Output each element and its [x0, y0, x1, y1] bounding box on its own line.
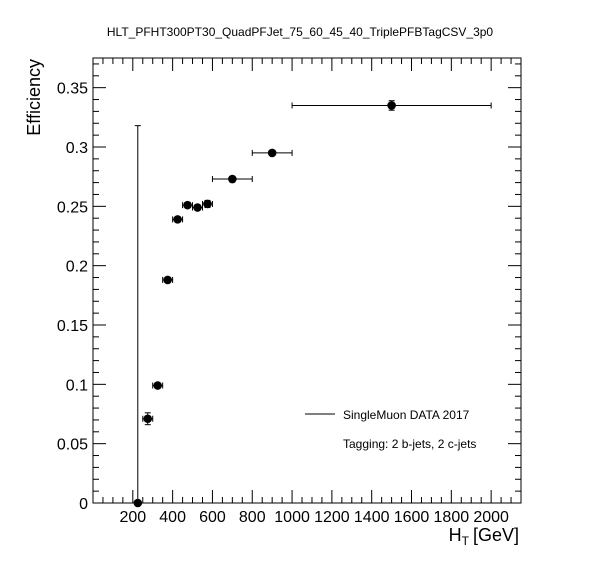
y-tick-label: 0.1: [66, 377, 88, 394]
data-marker: [143, 414, 152, 423]
y-tick-label: 0.15: [57, 318, 88, 335]
legend-entry: SingleMuon DATA 2017: [343, 408, 470, 422]
data-point: [252, 149, 292, 158]
data-marker: [153, 381, 162, 390]
y-tick-label: 0.05: [57, 437, 88, 454]
data-point: [193, 203, 203, 212]
data-marker: [183, 201, 192, 210]
x-axis-title-sub: T: [462, 534, 470, 548]
data-marker: [387, 101, 396, 110]
y-tick-label: 0.35: [57, 81, 88, 98]
data-marker: [173, 215, 182, 224]
x-axis-title-main: H: [449, 525, 462, 545]
data-marker: [268, 149, 277, 158]
x-tick-label: 400: [159, 509, 186, 526]
data-point: [173, 215, 183, 224]
data-point: [202, 200, 212, 209]
chart-title: HLT_PFHT300PT30_QuadPFJet_75_60_45_40_Tr…: [107, 25, 494, 39]
x-tick-label: 800: [239, 509, 266, 526]
legend: SingleMuon DATA 2017 Tagging: 2 b-jets, …: [305, 408, 476, 451]
x-axis: 200 400 600 800 1000 1200 1400 1600 1800 2000: [103, 58, 511, 526]
x-axis-title: HT [GeV]: [449, 525, 519, 548]
x-tick-label: 600: [199, 509, 226, 526]
data-point: [133, 126, 142, 508]
x-tick-label: 1200: [314, 509, 350, 526]
x-tick-label: 1600: [394, 509, 430, 526]
y-tick-label: 0.2: [66, 259, 88, 276]
x-tick-label: 1800: [434, 509, 470, 526]
data-point: [212, 175, 252, 184]
y-tick-label: 0: [79, 496, 88, 513]
data-point: [153, 381, 163, 390]
data-point: [292, 101, 491, 110]
data-marker: [133, 499, 142, 508]
data-marker: [163, 276, 172, 285]
x-tick-label: 1400: [354, 509, 390, 526]
y-tick-label: 0.25: [57, 199, 88, 216]
x-tick-label: 1000: [274, 509, 310, 526]
x-axis-title-unit: [GeV]: [473, 525, 519, 545]
data-marker: [193, 203, 202, 212]
x-tick-label: 2000: [473, 509, 509, 526]
y-tick-label: 0.3: [66, 140, 88, 157]
data-point: [183, 201, 193, 210]
data-marker: [203, 200, 212, 209]
data-marker: [228, 175, 237, 184]
x-tick-label: 200: [119, 509, 146, 526]
legend-note: Tagging: 2 b-jets, 2 c-jets: [343, 437, 476, 451]
data-point: [163, 276, 173, 285]
data-point: [143, 413, 153, 425]
y-axis-title: Efficiency: [24, 59, 44, 136]
